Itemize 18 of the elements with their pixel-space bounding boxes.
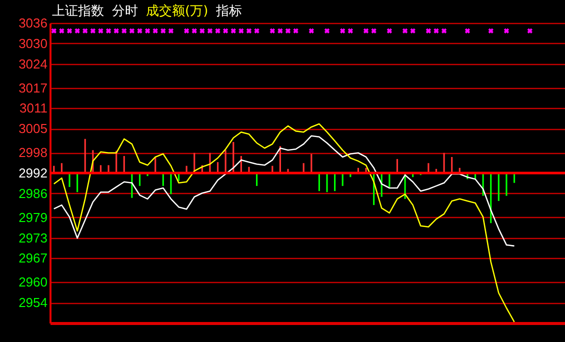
- y-tick-label: 3017: [18, 80, 48, 96]
- y-tick-label: 3036: [18, 16, 48, 30]
- y-tick-label: 2967: [18, 250, 48, 266]
- text: 成交额(万): [146, 4, 208, 19]
- y-tick-label: 2992: [18, 166, 48, 180]
- y-tick-label: 3024: [18, 56, 48, 72]
- y-tick-label: 2979: [18, 210, 48, 225]
- y-tick-label: 2960: [18, 274, 48, 290]
- chart-title: 上证指数: [52, 4, 104, 19]
- chart-subtitle: 分时: [112, 4, 138, 19]
- y-tick-label: 3011: [20, 100, 48, 116]
- y-tick-label: 2986: [18, 186, 48, 201]
- y-tick-label: 2973: [18, 230, 48, 246]
- text: 指标: [216, 4, 242, 19]
- y-tick-label: 2998: [18, 145, 48, 160]
- y-tick-label: 3005: [18, 121, 48, 136]
- y-tick-label: 3030: [18, 36, 48, 51]
- y-tick-label: 2954: [18, 295, 48, 310]
